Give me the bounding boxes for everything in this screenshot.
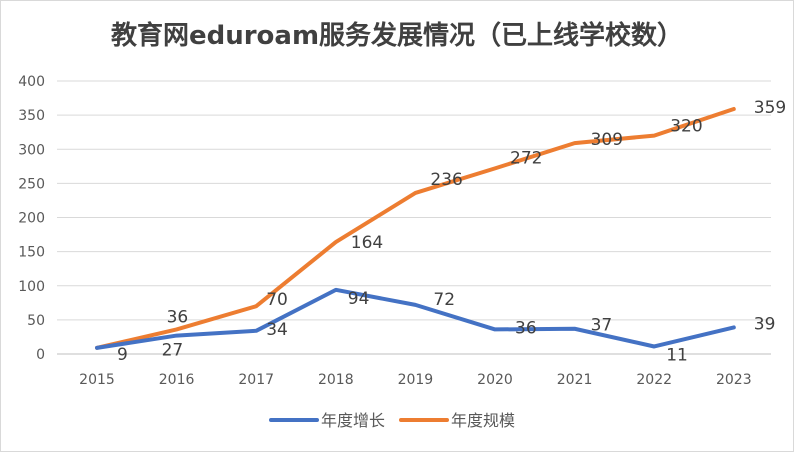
chart-title: 教育网eduroam服务发展情况（已上线学校数） <box>110 21 684 51</box>
data-label: 36 <box>167 307 189 327</box>
data-label: 11 <box>666 345 688 365</box>
data-label: 359 <box>754 98 786 118</box>
x-tick-label: 2017 <box>238 372 274 388</box>
y-tick-label: 300 <box>18 142 45 158</box>
data-label: 70 <box>266 290 288 310</box>
x-tick-label: 2023 <box>716 372 752 388</box>
y-tick-label: 100 <box>18 279 45 295</box>
data-label: 39 <box>754 314 776 334</box>
data-label: 164 <box>351 233 383 253</box>
gridlines <box>57 80 771 355</box>
data-label: 36 <box>515 318 537 338</box>
data-label: 27 <box>162 341 184 361</box>
y-tick-label: 400 <box>18 74 45 90</box>
data-label: 320 <box>670 117 702 137</box>
data-label: 37 <box>591 316 613 336</box>
series-line-1 <box>95 106 736 350</box>
data-label: 309 <box>591 130 623 150</box>
x-tick-label: 2021 <box>557 372 593 388</box>
y-tick-label: 50 <box>27 313 45 329</box>
y-tick-label: 150 <box>18 245 45 261</box>
series-lines <box>95 106 736 350</box>
y-axis-ticks: 0 50 100 150 200 250 300 350 400 <box>18 74 45 363</box>
x-tick-label: 2019 <box>398 372 434 388</box>
data-label: 94 <box>348 289 370 309</box>
data-label: 34 <box>266 320 288 340</box>
data-labels: 9 27 34 94 72 36 37 11 39 36 70 164 236 272 309 320 359 <box>117 98 786 366</box>
series-line-0 <box>95 287 736 350</box>
data-label: 72 <box>433 290 455 310</box>
y-tick-label: 250 <box>18 176 45 192</box>
x-tick-label: 2015 <box>79 372 115 388</box>
y-tick-label: 350 <box>18 108 45 124</box>
legend: 年度增长 年度规模 <box>269 411 515 430</box>
x-tick-label: 2020 <box>477 372 513 388</box>
legend-label: 年度增长 <box>321 411 385 430</box>
data-label: 9 <box>117 345 128 365</box>
x-axis-ticks: 2015 2016 2017 2018 2019 2020 2021 2022 2023 <box>79 372 751 388</box>
legend-label: 年度规模 <box>451 411 515 430</box>
data-label: 236 <box>430 170 462 190</box>
y-tick-label: 0 <box>36 347 45 363</box>
x-tick-label: 2016 <box>159 372 195 388</box>
x-tick-label: 2022 <box>636 372 672 388</box>
x-tick-label: 2018 <box>318 372 354 388</box>
data-label: 272 <box>510 148 542 168</box>
y-tick-label: 200 <box>18 211 45 227</box>
